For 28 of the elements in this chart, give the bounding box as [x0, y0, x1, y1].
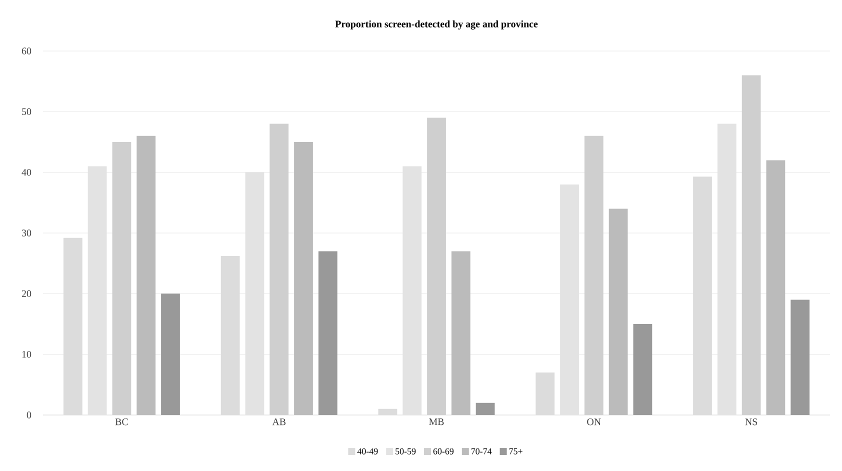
bar [318, 251, 338, 415]
x-tick-label: ON [587, 418, 601, 426]
legend-label: 60-69 [433, 448, 454, 454]
y-tick-label: 30 [22, 230, 32, 236]
bar [451, 251, 470, 415]
x-tick-label: BC [115, 418, 128, 426]
x-tick-label: NS [745, 418, 758, 426]
bar [476, 402, 495, 415]
legend-label: 70-74 [471, 448, 492, 454]
bar [790, 300, 810, 415]
y-tick-label: 40 [22, 168, 32, 176]
chart-title: Proportion screen-detected by age and province [335, 20, 538, 30]
x-tick-label: AB [272, 418, 286, 426]
bar [294, 142, 313, 415]
legend-label: 75+ [509, 448, 522, 454]
legend-label: 50-59 [396, 448, 416, 454]
y-tick-label: 50 [22, 108, 32, 116]
bar [136, 136, 156, 415]
y-tick-label: 20 [22, 290, 32, 298]
bar [608, 208, 628, 415]
bar [633, 324, 652, 415]
bar [766, 160, 786, 415]
y-tick-label: 60 [22, 48, 32, 54]
legend-label: 40-49 [357, 448, 378, 454]
y-tick-label: 10 [22, 350, 32, 358]
x-tick-label: MB [429, 418, 444, 426]
y-tick-label: 0 [26, 412, 32, 418]
bar [161, 294, 180, 415]
